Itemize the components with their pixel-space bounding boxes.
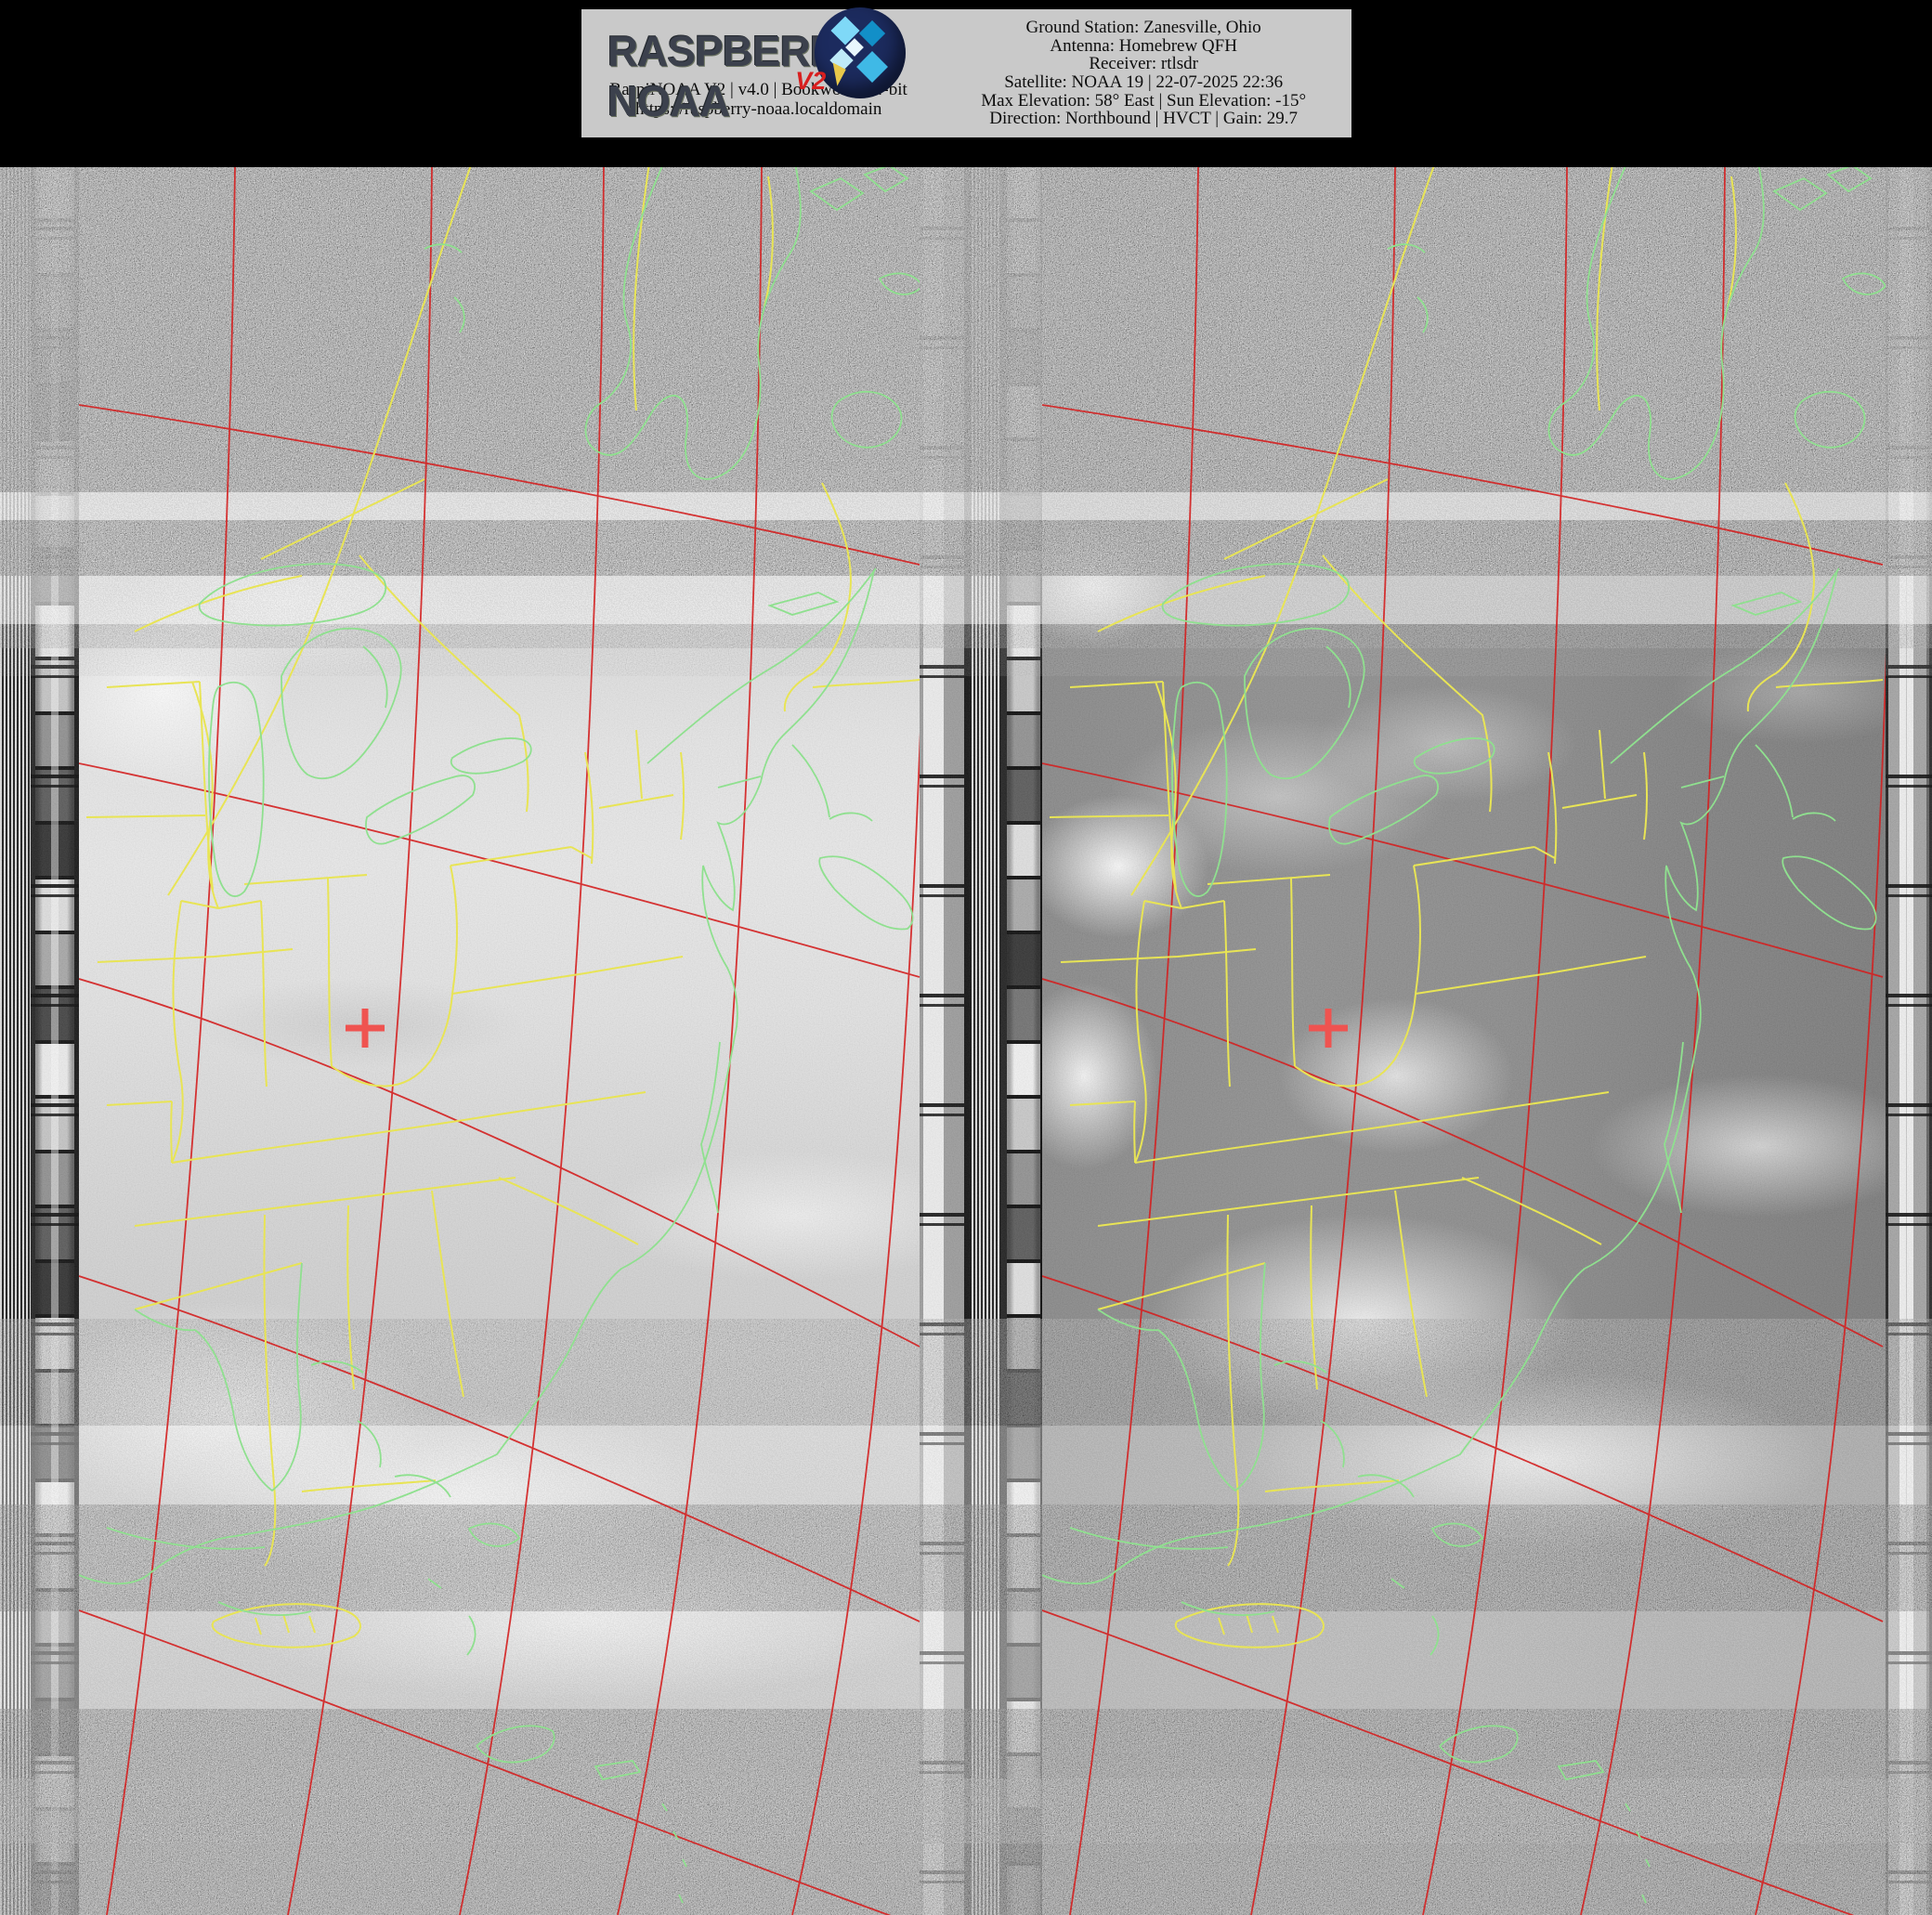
satellite-panel-icon [856, 51, 889, 83]
satellite-panel-icon [859, 20, 886, 47]
capture-info-header: RASPBERRY-NOAA V2 RaspiNOAA V2 | v4.0 | … [581, 7, 1351, 137]
antenna-line: Antenna: Homebrew QFH [1050, 35, 1237, 56]
satellite-line: Satellite: NOAA 19 | 22-07-2025 22:36 [1004, 72, 1284, 92]
pass-info-block: Ground Station: Zanesville, Ohio Antenna… [935, 9, 1351, 137]
ground-station-line: Ground Station: Zanesville, Ohio [1025, 18, 1261, 38]
server-url: https://raspberry-noaa.localdomain [634, 99, 882, 119]
branding-block: RASPBERRY-NOAA V2 RaspiNOAA V2 | v4.0 | … [581, 7, 935, 137]
noise-bands [0, 167, 1932, 1915]
apt-image [0, 167, 1932, 1915]
satellite-logo-icon [815, 7, 907, 98]
direction-line: Direction: Northbound | HVCT | Gain: 29.… [989, 109, 1299, 129]
receiver-line: Receiver: rtlsdr [1089, 54, 1198, 74]
map-overlay-and-noise [0, 167, 1932, 1915]
version-badge: V2 [795, 67, 827, 95]
raspberry-noaa-logo: RASPBERRY-NOAA V2 [581, 7, 935, 125]
elevation-line: Max Elevation: 58° East | Sun Elevation:… [981, 90, 1307, 111]
